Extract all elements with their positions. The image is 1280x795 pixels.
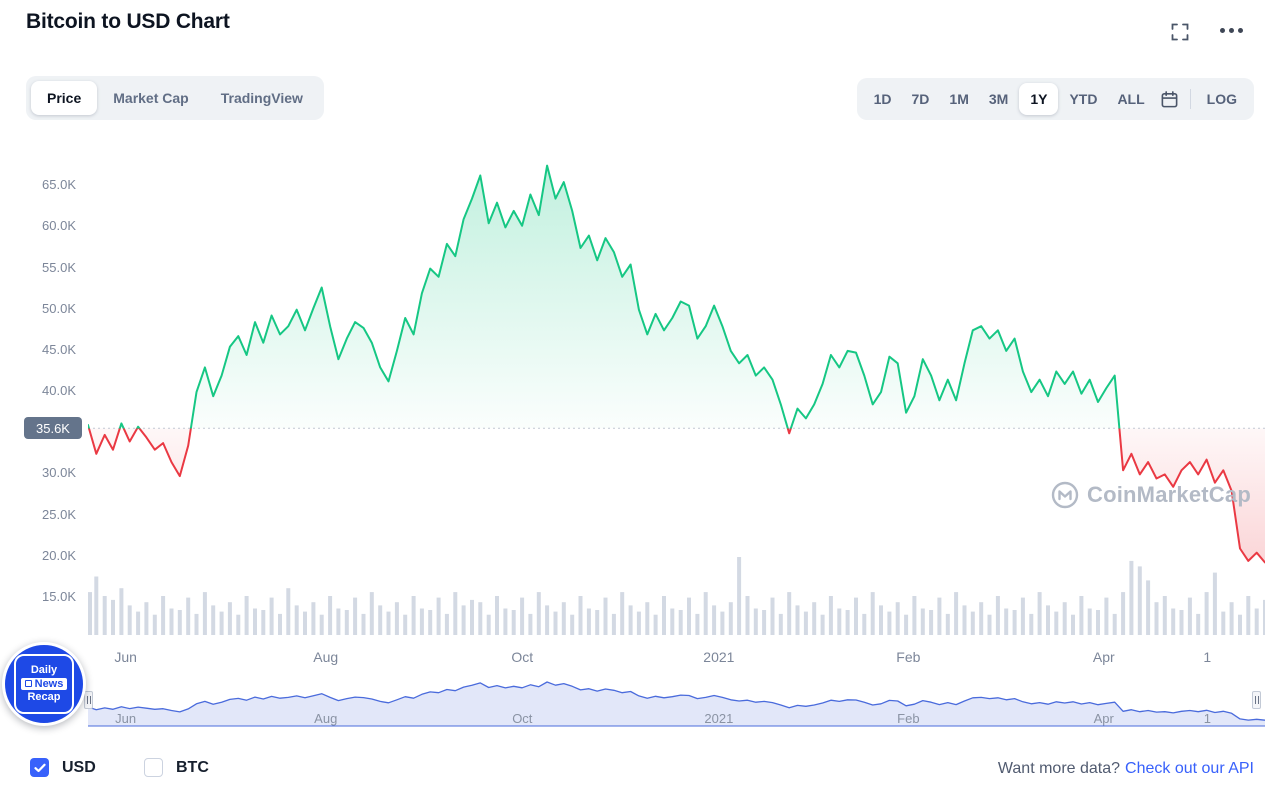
navigator-axis-tick: Apr <box>1093 711 1114 726</box>
check-icon <box>33 763 46 772</box>
y-axis-tick: 30.0K <box>42 465 76 481</box>
news-badge-line1: Daily <box>30 664 58 677</box>
calendar-button[interactable] <box>1156 86 1183 113</box>
navigator-axis-tick: Jun <box>115 711 137 726</box>
ellipsis-icon <box>1220 28 1243 33</box>
chart-type-tabs: Price Market Cap TradingView <box>26 76 324 120</box>
calendar-icon <box>1161 90 1178 107</box>
more-options-button[interactable] <box>1216 24 1247 37</box>
x-axis-tick: Aug <box>313 649 339 665</box>
y-axis-tick: 15.0K <box>42 588 76 604</box>
navigator-axis-tick: Feb <box>897 711 920 726</box>
y-axis-tick: 50.0K <box>42 300 76 316</box>
price-chart[interactable] <box>88 150 1265 635</box>
navigator-chart[interactable] <box>88 668 1265 730</box>
navigator-axis-tick: 1 <box>1203 711 1211 726</box>
tab-price[interactable]: Price <box>31 81 98 115</box>
range-ytd[interactable]: YTD <box>1060 83 1106 115</box>
range-7d[interactable]: 7D <box>903 83 939 115</box>
range-1y[interactable]: 1Y <box>1019 83 1059 115</box>
tab-tradingview[interactable]: TradingView <box>205 81 319 115</box>
x-axis-tick: Oct <box>511 649 534 665</box>
more-data-text: Want more data? <box>997 760 1121 777</box>
fullscreen-button[interactable] <box>1166 18 1194 46</box>
usd-checkbox[interactable] <box>30 758 49 777</box>
navigator-left-handle[interactable] <box>84 691 93 709</box>
range-all[interactable]: ALL <box>1108 83 1153 115</box>
api-link[interactable]: Check out our API <box>1125 760 1254 777</box>
news-badge-frame: Daily News Recap <box>14 654 74 714</box>
navigator-axis-tick: 2021 <box>704 711 734 726</box>
log-scale-button[interactable]: LOG <box>1198 83 1246 115</box>
fullscreen-icon <box>1171 23 1189 41</box>
api-cta: Want more data? Check out our API <box>998 760 1254 778</box>
news-badge-line2: News <box>20 677 68 691</box>
btc-checkbox-label[interactable]: BTC <box>144 758 209 777</box>
navigator-axis-tick: Oct <box>512 711 533 726</box>
daily-news-recap-badge[interactable]: Daily News Recap <box>2 642 86 726</box>
range-1d[interactable]: 1D <box>865 83 901 115</box>
current-price-label: 35.6K <box>24 417 82 440</box>
usd-checkbox-label[interactable]: USD <box>30 758 96 777</box>
x-axis-tick: Apr <box>1092 649 1115 665</box>
range-1m[interactable]: 1M <box>940 83 977 115</box>
btc-label: BTC <box>176 758 209 776</box>
y-axis-tick: 45.0K <box>42 341 76 357</box>
x-axis-tick: 2021 <box>703 649 735 665</box>
btc-checkbox[interactable] <box>144 758 163 777</box>
y-axis-tick: 55.0K <box>42 259 76 275</box>
x-axis-tick: Jun <box>114 649 137 665</box>
x-axis-tick: Feb <box>896 649 921 665</box>
navigator-axis-tick: Aug <box>314 711 338 726</box>
range-3m[interactable]: 3M <box>980 83 1017 115</box>
news-badge-line3: Recap <box>27 691 61 704</box>
y-axis-tick: 25.0K <box>42 506 76 522</box>
y-axis-tick: 60.0K <box>42 218 76 234</box>
date-range-selector: 1D 7D 1M 3M 1Y YTD ALL LOG <box>856 78 1254 120</box>
page-title: Bitcoin to USD Chart <box>26 10 230 33</box>
divider <box>1189 89 1191 109</box>
y-axis-tick: 20.0K <box>42 547 76 563</box>
usd-label: USD <box>62 758 96 776</box>
navigator-right-handle[interactable] <box>1252 691 1261 709</box>
y-axis-tick: 40.0K <box>42 383 76 399</box>
tab-market-cap[interactable]: Market Cap <box>97 81 204 115</box>
film-reel-icon <box>24 680 32 688</box>
y-axis-tick: 65.0K <box>42 177 76 193</box>
x-axis-tick: 1 <box>1203 649 1212 665</box>
